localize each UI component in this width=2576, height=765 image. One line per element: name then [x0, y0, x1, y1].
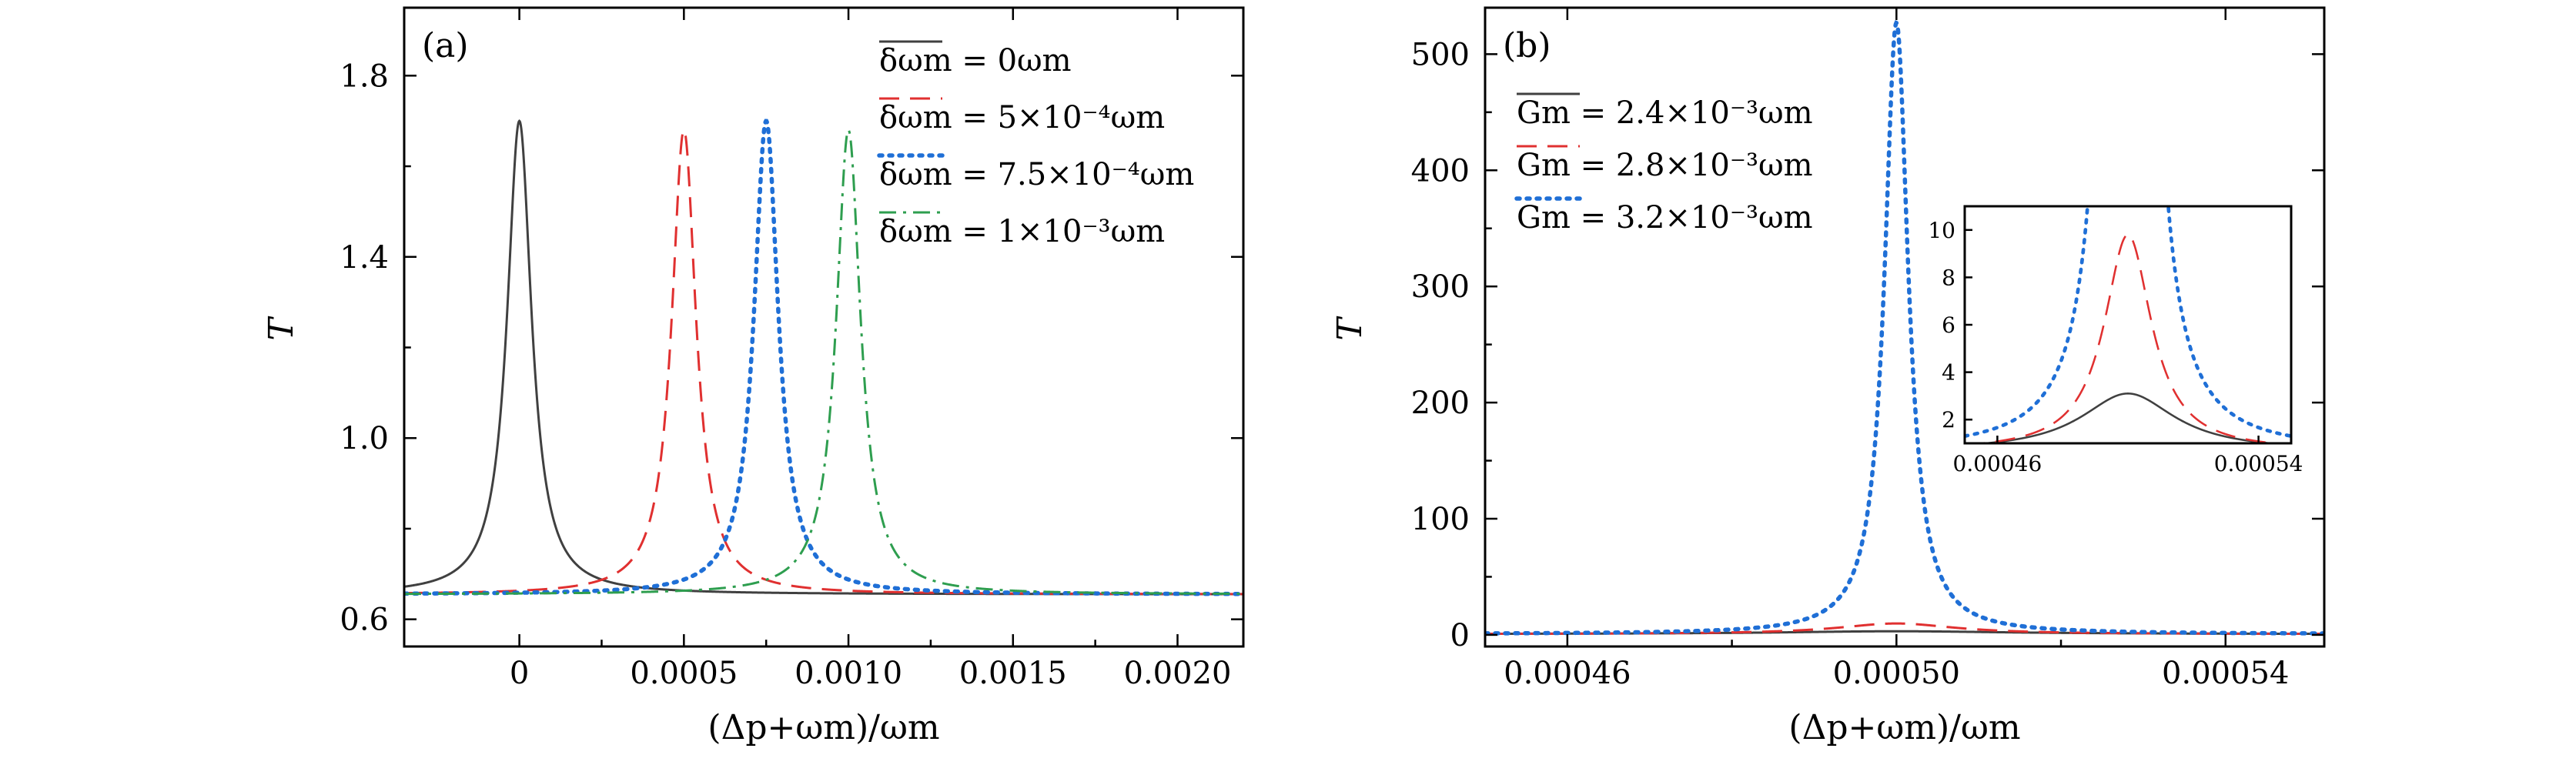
panel-b-xtick-label: 0.00046: [1504, 656, 1631, 691]
panel-b-legend-label-0: Gm = 2.4×10⁻³ωm: [1517, 95, 1813, 131]
panel-b-ytick-label: 400: [1411, 153, 1470, 189]
inset-ytick-label: 10: [1928, 218, 1955, 243]
panel-a-xlabel: (Δp+ωm)/ωm: [708, 708, 939, 747]
panel-a-series-group: [404, 119, 1243, 596]
panel-a-series-1: [404, 128, 1243, 596]
panel-b-ytick-label: 300: [1411, 269, 1470, 305]
panel-a-ytick-label: 1.4: [340, 240, 389, 276]
panel-a-xtick-label: 0: [510, 656, 529, 691]
panel-a-xtick-label: 0.0005: [630, 656, 738, 691]
panel-a-xtick-label: 0.0015: [959, 656, 1067, 691]
panel-b-ytick-label: 200: [1411, 386, 1470, 421]
panel-a-xtick-label: 0.0020: [1124, 656, 1232, 691]
panel-b-xtick-label: 0.00050: [1833, 656, 1960, 691]
panel-a-ticks: 0 0.0005 0.0010 0.0015 0.0020 0.6 1.0 1.4 1.8: [340, 8, 1243, 691]
inset-xtick-label: 0.00046: [1953, 451, 2042, 476]
panel-a: 0 0.0005 0.0010 0.0015 0.0020 0.6 1.0 1.4 1.8 (a…: [262, 6, 1245, 747]
panel-b-ticks: 0.00046 0.00050 0.00054 0 100 200 300 400 500: [1411, 8, 2324, 691]
panel-a-xtick-label: 0.0010: [795, 656, 902, 691]
panel-a-legend-label-0: δωm = 0ωm: [879, 43, 1072, 79]
panel-b-xtick-label: 0.00054: [2162, 656, 2289, 691]
panel-a-legend-label-1: δωm = 5×10⁻⁴ωm: [879, 100, 1165, 135]
inset-xtick-label: 0.00054: [2214, 451, 2303, 476]
panel-a-ytick-label: 1.0: [340, 421, 389, 456]
inset-series-group: [1965, 206, 2291, 443]
panel-a-series-3: [404, 128, 1243, 596]
panel-b-inset: 0.00046 0.00054 2 4 6 8 10: [1928, 205, 2303, 476]
inset-ytick-label: 6: [1942, 312, 1955, 338]
inset-series-0: [1975, 393, 2281, 443]
panel-b-series-2: [1485, 20, 2324, 636]
panel-a-legend: δωm = 0ωm δωm = 5×10⁻⁴ωm δωm = 7.5×10⁻⁴ωm δ…: [877, 40, 1194, 249]
panel-a-ytick-label: 1.8: [340, 58, 389, 94]
panel-b: 0.00046 0.00050 0.00054 0 100 200 300 400 500 (b…: [1330, 6, 2326, 747]
panel-b-frame: [1484, 6, 2326, 648]
panel-b-ytick-label: 0: [1450, 618, 1470, 653]
panel-b-ylabel: T: [1330, 316, 1370, 341]
inset-ytick-label: 2: [1942, 407, 1955, 433]
panel-b-legend: Gm = 2.4×10⁻³ωm Gm = 2.8×10⁻³ωm Gm = 3.2×1…: [1514, 92, 1813, 236]
panel-b-legend-label-2: Gm = 3.2×10⁻³ωm: [1517, 200, 1813, 236]
panel-a-legend-label-2: δωm = 7.5×10⁻⁴ωm: [879, 157, 1194, 192]
panel-a-frame: [403, 6, 1245, 648]
inset-ytick-label: 4: [1942, 360, 1955, 386]
panel-b-label: (b): [1503, 26, 1551, 65]
panel-b-xlabel: (Δp+ωm)/ωm: [1788, 708, 2020, 747]
panel-a-ytick-label: 0.6: [340, 603, 389, 638]
panel-b-series-group: [1485, 20, 2324, 636]
panel-a-label: (a): [422, 26, 469, 65]
inset-ytick-label: 8: [1942, 265, 1955, 290]
panel-a-ylabel: T: [262, 316, 301, 341]
panel-a-legend-label-3: δωm = 1×10⁻³ωm: [879, 214, 1165, 249]
inset-background: [1965, 206, 2291, 443]
panel-b-ytick-label: 500: [1411, 37, 1470, 72]
panel-b-legend-label-1: Gm = 2.8×10⁻³ωm: [1517, 148, 1813, 183]
inset-ticks: 0.00046 0.00054 2 4 6 8 10: [1928, 218, 2303, 476]
panel-b-ytick-label: 100: [1411, 502, 1470, 537]
